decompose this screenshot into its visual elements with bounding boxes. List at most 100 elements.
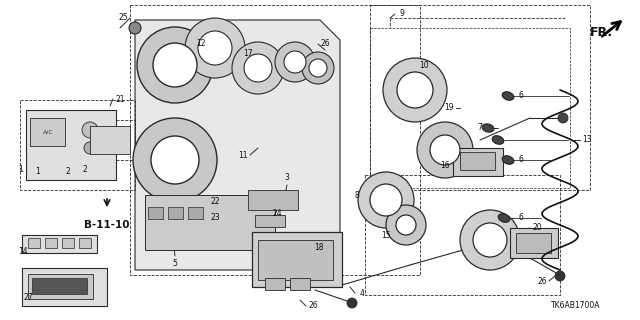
Circle shape [232,42,284,94]
Text: 20: 20 [532,223,542,233]
Circle shape [129,22,141,34]
Circle shape [309,59,327,77]
Bar [130,5,420,275]
Text: A/C: A/C [43,130,53,134]
Text: 6: 6 [518,156,524,164]
Text: 15: 15 [381,231,391,241]
Circle shape [244,54,272,82]
Text: 2: 2 [66,167,70,177]
Circle shape [397,72,433,108]
Bar [32,278,87,294]
Bar [30,118,65,146]
Text: 11: 11 [238,150,248,159]
Text: 4: 4 [360,289,364,298]
Circle shape [198,31,232,65]
Text: 13: 13 [582,135,592,145]
Text: 19: 19 [444,103,454,113]
Text: 5: 5 [173,259,177,268]
Circle shape [347,298,357,308]
Bar [290,278,310,290]
Bar [365,175,560,295]
Bar [370,28,570,188]
Bar [79,238,91,248]
Text: 27: 27 [23,293,33,302]
Bar [20,100,135,190]
Circle shape [151,136,199,184]
Bar [22,235,97,253]
Bar [26,110,116,180]
Bar [460,152,495,170]
Circle shape [275,42,315,82]
Circle shape [82,122,98,138]
Bar [252,232,342,287]
Text: 25: 25 [118,13,128,22]
Text: 22: 22 [211,197,220,206]
Text: 16: 16 [440,161,450,170]
Text: 1: 1 [36,167,40,177]
Text: 8: 8 [355,190,360,199]
Bar [22,268,107,306]
Text: 17: 17 [243,49,253,58]
Circle shape [430,135,460,165]
Text: 23: 23 [210,213,220,222]
Text: 12: 12 [196,39,205,49]
Text: 1: 1 [19,165,24,174]
Bar [28,274,93,299]
Bar [90,126,130,154]
Ellipse shape [502,92,514,100]
Circle shape [133,118,217,202]
Circle shape [185,18,245,78]
Bar [370,5,590,190]
Circle shape [370,184,402,216]
Text: 26: 26 [537,276,547,285]
Bar [248,190,298,210]
Bar [255,215,285,227]
Text: 18: 18 [314,244,324,252]
Ellipse shape [498,214,510,222]
Text: 9: 9 [399,10,404,19]
Bar [168,207,183,219]
Ellipse shape [492,136,504,144]
Text: 24: 24 [272,209,282,218]
Bar [510,228,558,258]
Text: 26: 26 [308,301,318,310]
Circle shape [473,223,507,257]
Polygon shape [135,20,340,270]
Ellipse shape [502,156,514,164]
Text: 26: 26 [320,39,330,49]
Bar [188,207,203,219]
Circle shape [153,43,197,87]
Bar [148,207,163,219]
Text: 7: 7 [477,124,483,132]
Bar [62,238,74,248]
Text: 2: 2 [83,165,88,174]
Bar [258,240,333,280]
Circle shape [396,215,416,235]
Text: TK6AB1700A: TK6AB1700A [550,301,600,310]
Circle shape [383,58,447,122]
Circle shape [84,142,96,154]
Text: 6: 6 [518,92,524,100]
Text: FR.: FR. [590,26,613,38]
Circle shape [358,172,414,228]
Bar [265,278,285,290]
Bar [45,238,57,248]
Circle shape [284,51,306,73]
Bar [28,238,40,248]
Text: 3: 3 [285,173,289,182]
Text: B-11-10: B-11-10 [84,220,130,230]
Bar [453,148,503,176]
Circle shape [460,210,520,270]
Text: 6: 6 [518,213,524,222]
Circle shape [167,57,183,73]
Circle shape [165,150,185,170]
Circle shape [302,52,334,84]
Text: 21: 21 [115,94,125,103]
Text: 14: 14 [18,247,28,257]
Circle shape [137,27,213,103]
Circle shape [417,122,473,178]
Ellipse shape [482,124,494,132]
Bar [516,233,551,253]
Circle shape [555,271,565,281]
Text: 10: 10 [419,61,429,70]
